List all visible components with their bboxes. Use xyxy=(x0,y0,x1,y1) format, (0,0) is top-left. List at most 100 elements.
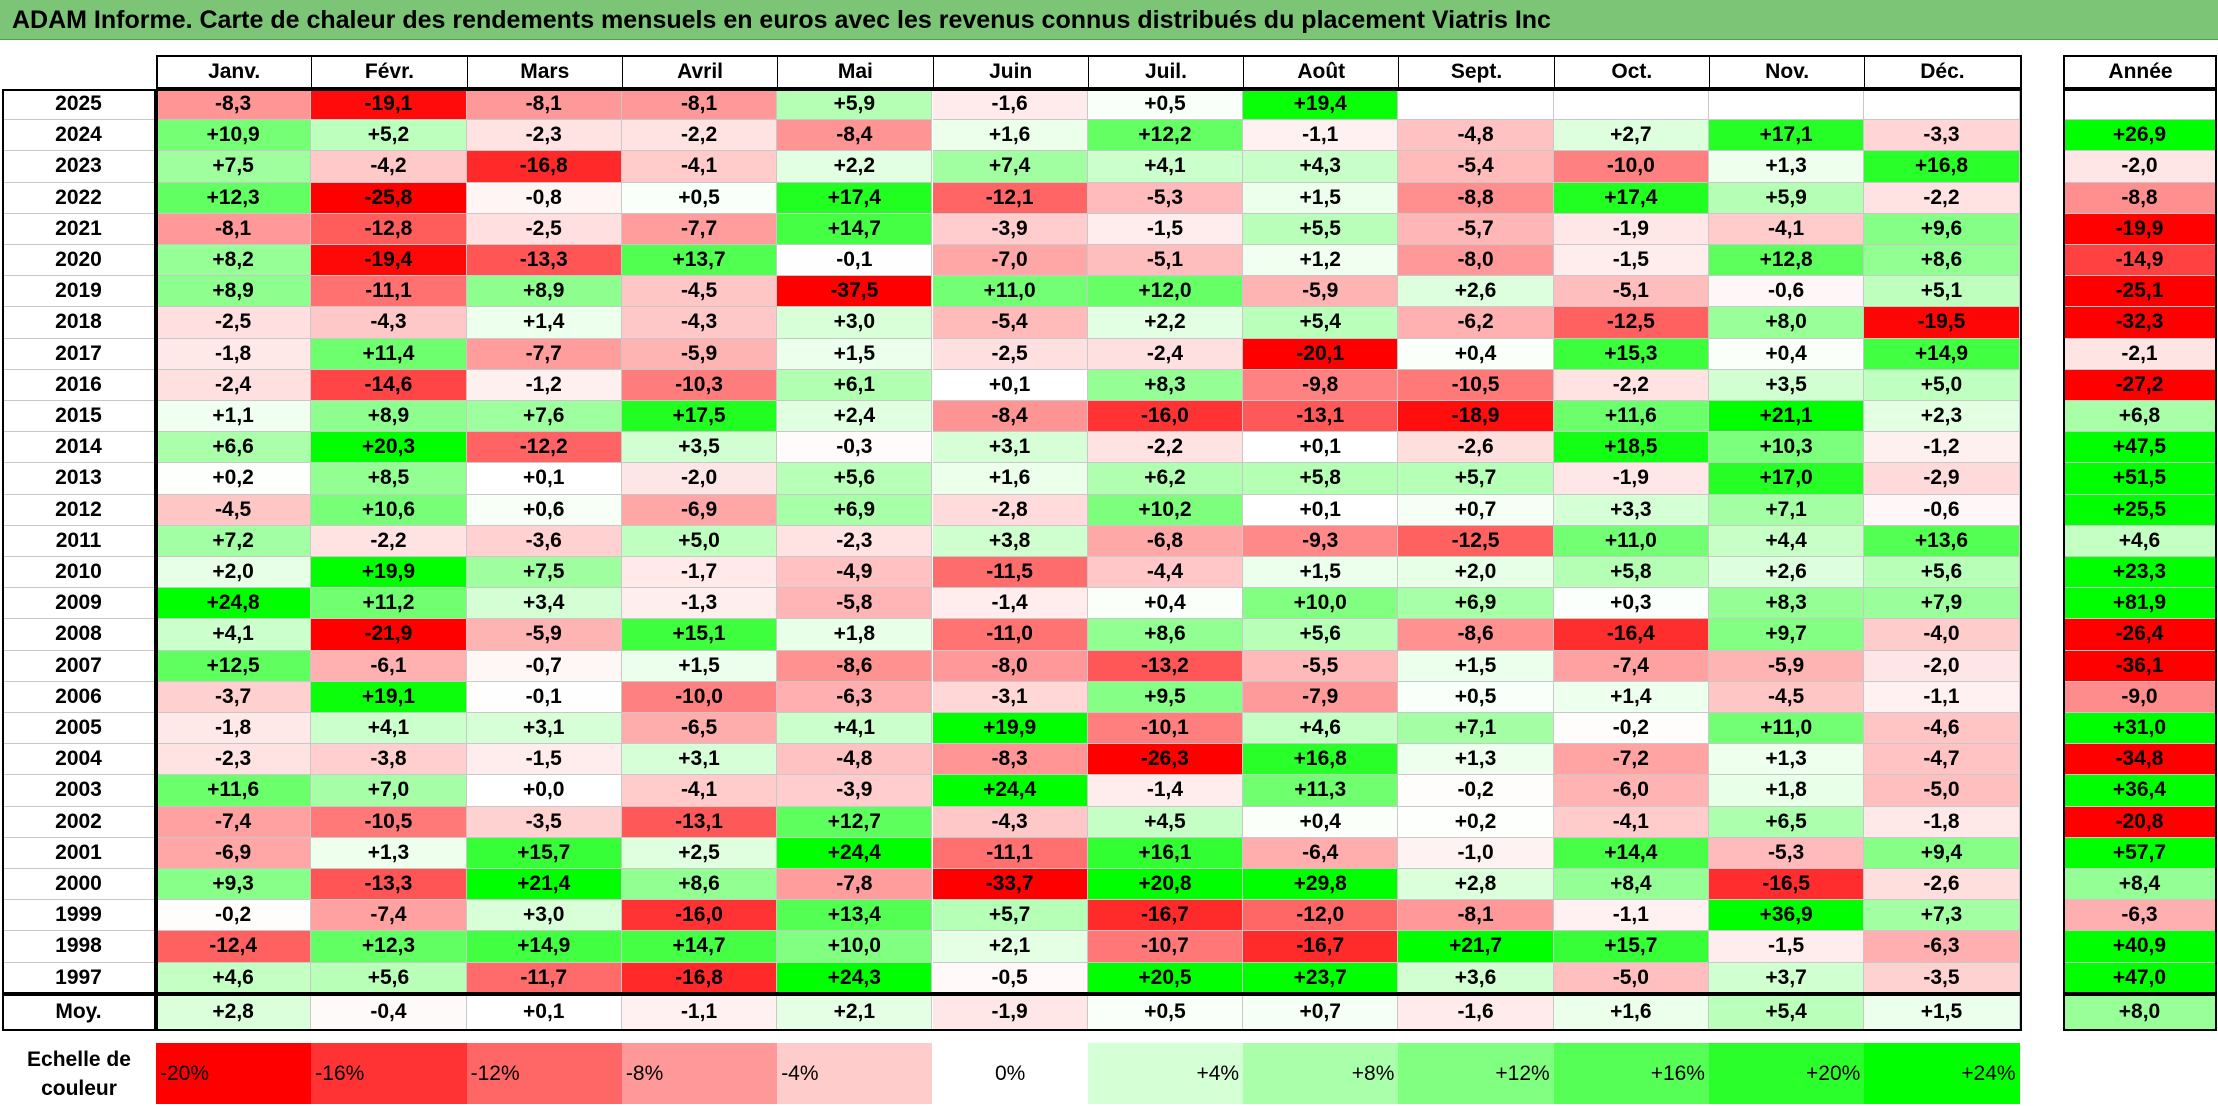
heatmap-cell: -1,6 xyxy=(932,89,1088,121)
heatmap-cell: -3,5 xyxy=(1864,962,2020,994)
heatmap-cell: -1,5 xyxy=(466,744,622,776)
average-cell: +2,1 xyxy=(777,993,933,1031)
heatmap-cell: +5,8 xyxy=(1553,557,1709,589)
annual-cell: +47,0 xyxy=(2063,962,2217,994)
heatmap-cell: +5,6 xyxy=(1243,619,1399,651)
heatmap-cell: -11,1 xyxy=(311,276,467,308)
heatmap-cell: +4,3 xyxy=(1243,151,1399,183)
heatmap-cell: +9,7 xyxy=(1709,619,1865,651)
heatmap-cell: +7,5 xyxy=(156,151,312,183)
heatmap-cell: -1,5 xyxy=(1087,213,1244,245)
heatmap-cell: +16,8 xyxy=(1243,744,1399,776)
heatmap-cell: -5,0 xyxy=(1553,962,1709,994)
heatmap-cell: +7,1 xyxy=(1398,713,1554,745)
heatmap-cell: -10,3 xyxy=(621,369,778,401)
heatmap-cell: +6,6 xyxy=(156,432,312,464)
heatmap-cell: +24,4 xyxy=(932,775,1088,807)
heatmap-cell: -12,0 xyxy=(1243,900,1399,932)
heatmap-cell: -2,3 xyxy=(156,744,312,776)
heatmap-cell: -5,9 xyxy=(1243,276,1399,308)
heatmap-cell: +8,6 xyxy=(1087,619,1244,651)
heatmap-cell: +9,4 xyxy=(1864,837,2020,869)
heatmap-cell: -5,8 xyxy=(777,588,933,620)
heatmap-cell: +36,9 xyxy=(1709,900,1865,932)
annual-cell: +57,7 xyxy=(2063,837,2217,869)
heatmap-cell: -16,0 xyxy=(1087,401,1244,433)
heatmap-cell: +0,4 xyxy=(1398,338,1554,370)
heatmap-cell: +12,3 xyxy=(311,931,467,963)
annual-cell: -19,9 xyxy=(2063,213,2217,245)
year-label: 2024 xyxy=(2,120,156,152)
heatmap-cell: +8,2 xyxy=(156,245,312,277)
heatmap-cell: -7,7 xyxy=(621,213,778,245)
heatmap-cell: -19,5 xyxy=(1864,307,2020,339)
heatmap-cell: +2,0 xyxy=(156,557,312,589)
heatmap-cell: +3,1 xyxy=(621,744,778,776)
heatmap-cell: +24,8 xyxy=(156,588,312,620)
average-label: Moy. xyxy=(2,993,156,1031)
heatmap-cell: +6,1 xyxy=(777,369,933,401)
heatmap-cell: +6,9 xyxy=(1398,588,1554,620)
heatmap-cell: +2,0 xyxy=(1398,557,1554,589)
heatmap-cell: -4,1 xyxy=(1553,806,1709,838)
heatmap-cell: -0,7 xyxy=(466,650,622,682)
heatmap-cell: -33,7 xyxy=(932,869,1088,901)
heatmap-cell: -13,2 xyxy=(1087,650,1244,682)
heatmap-cell: -1,8 xyxy=(1864,806,2020,838)
heatmap-cell: -0,8 xyxy=(466,182,622,214)
annual-cell: -9,0 xyxy=(2063,681,2217,713)
heatmap-cell: +8,5 xyxy=(311,463,467,495)
heatmap-cell: +6,5 xyxy=(1709,806,1865,838)
heatmap-cell xyxy=(1398,89,1554,121)
heatmap-cell: +8,9 xyxy=(311,401,467,433)
heatmap-cell: +4,1 xyxy=(156,619,312,651)
heatmap-cell: +1,5 xyxy=(621,650,778,682)
heatmap-cell: -2,8 xyxy=(932,494,1088,526)
year-label: 2018 xyxy=(2,307,156,339)
heatmap-cell: +3,0 xyxy=(777,307,933,339)
heatmap-cell: +17,0 xyxy=(1709,463,1865,495)
annual-cell: -32,3 xyxy=(2063,307,2217,339)
heatmap-cell: +12,7 xyxy=(777,806,933,838)
heatmap-cell: +8,3 xyxy=(1709,588,1865,620)
heatmap-cell: -1,9 xyxy=(1553,213,1709,245)
heatmap-cell: +5,1 xyxy=(1864,276,2020,308)
heatmap-cell: +3,4 xyxy=(466,588,622,620)
heatmap-cell: -5,0 xyxy=(1864,775,2020,807)
heatmap-cell: -6,3 xyxy=(777,681,933,713)
heatmap-cell: -13,3 xyxy=(311,869,467,901)
heatmap-cell: -3,8 xyxy=(311,744,467,776)
heatmap-cell: +1,1 xyxy=(156,401,312,433)
heatmap-cell: +7,4 xyxy=(932,151,1088,183)
color-scale-swatch: +16% xyxy=(1553,1043,1709,1104)
annual-cell: +31,0 xyxy=(2063,713,2217,745)
heatmap-cell: +5,4 xyxy=(1243,307,1399,339)
heatmap-cell: +6,9 xyxy=(777,494,933,526)
year-label: 2002 xyxy=(2,806,156,838)
heatmap-cell: +0,1 xyxy=(1243,432,1399,464)
heatmap-cell: -4,3 xyxy=(621,307,778,339)
heatmap-cell: +17,5 xyxy=(621,401,778,433)
heatmap-cell: +1,4 xyxy=(1553,681,1709,713)
heatmap-cell: +19,1 xyxy=(311,681,467,713)
heatmap-cell: +0,4 xyxy=(1087,588,1244,620)
heatmap-cell: -2,4 xyxy=(156,369,312,401)
heatmap-cell: -2,0 xyxy=(621,463,778,495)
heatmap-cell: -8,0 xyxy=(932,650,1088,682)
heatmap-cell: +5,6 xyxy=(311,962,467,994)
heatmap-cell: -13,1 xyxy=(621,806,778,838)
heatmap-cell: +5,2 xyxy=(311,120,467,152)
heatmap-cell: +18,5 xyxy=(1553,432,1709,464)
month-header: Févr. xyxy=(311,55,467,89)
heatmap-cell: +1,2 xyxy=(1243,245,1399,277)
heatmap-cell: -4,9 xyxy=(777,557,933,589)
heatmap-cell: -1,5 xyxy=(1709,931,1865,963)
heatmap-cell: +0,5 xyxy=(621,182,778,214)
year-label: 2025 xyxy=(2,89,156,121)
heatmap-cell: -3,9 xyxy=(777,775,933,807)
heatmap-cell: -0,3 xyxy=(777,432,933,464)
heatmap-cell: -1,8 xyxy=(156,338,312,370)
color-scale-label-line2: couleur xyxy=(41,1077,117,1100)
annual-cell: +36,4 xyxy=(2063,775,2217,807)
heatmap-cell: +11,2 xyxy=(311,588,467,620)
